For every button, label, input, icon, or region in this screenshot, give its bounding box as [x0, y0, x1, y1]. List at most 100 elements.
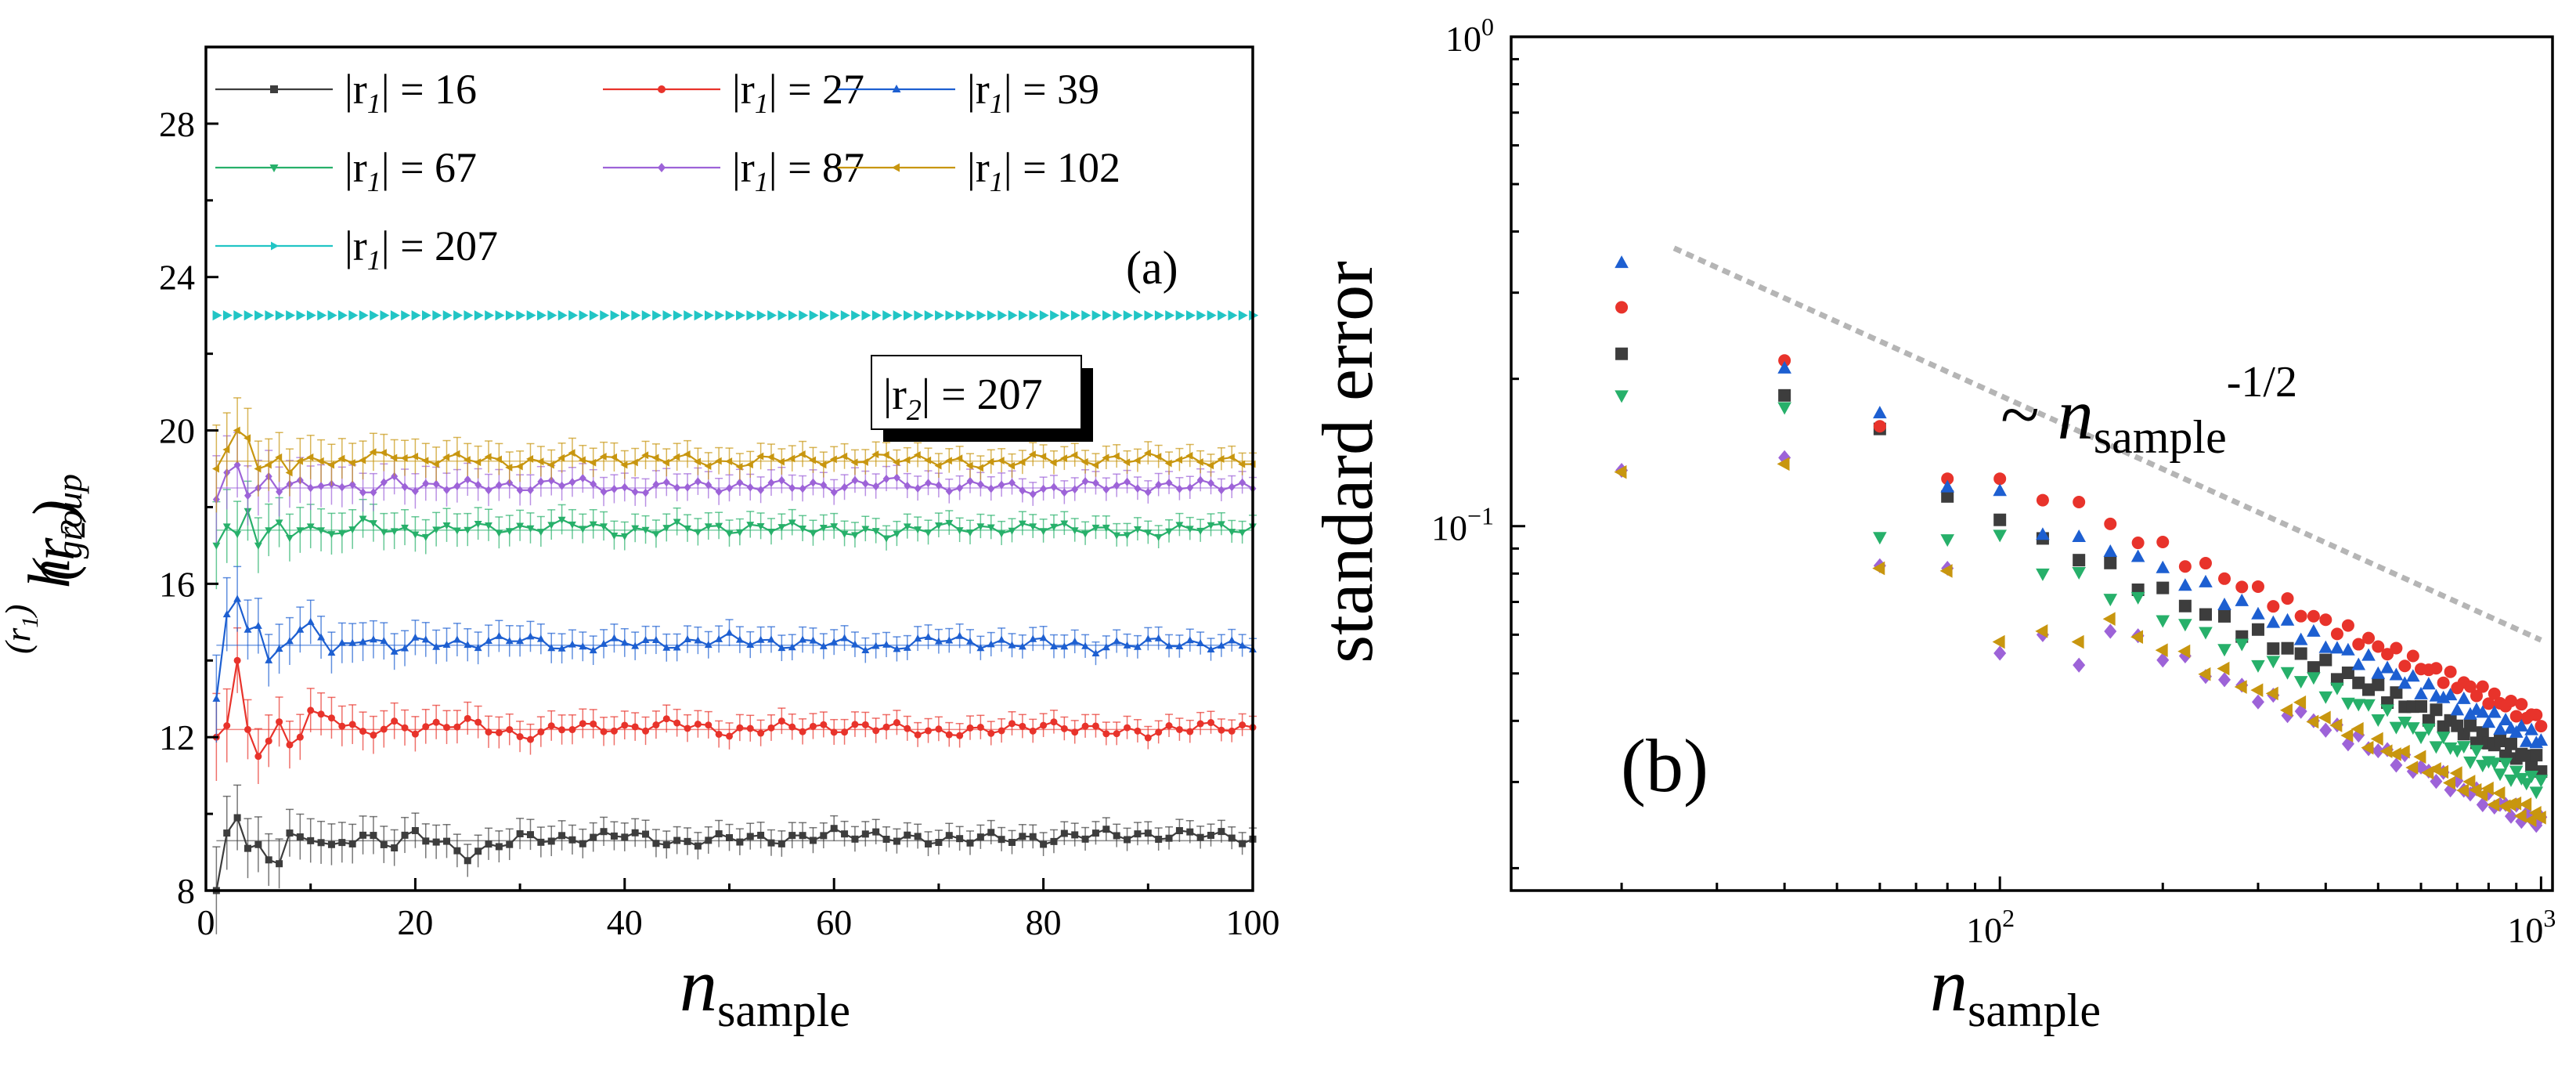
- data-point: [327, 461, 334, 469]
- data-point: [579, 474, 586, 482]
- data-point: [2073, 658, 2085, 673]
- data-point: [1873, 406, 1887, 418]
- data-point: [601, 487, 608, 496]
- data-point: [915, 732, 922, 739]
- data-point: [381, 841, 388, 848]
- panel-a-label: (a): [1126, 242, 1178, 294]
- legend-marker: [892, 164, 900, 172]
- data-point: [1039, 453, 1046, 461]
- series-line: [216, 599, 1253, 699]
- data-point: [904, 832, 911, 839]
- data-point: [987, 310, 997, 320]
- data-point: [558, 832, 565, 839]
- data-point: [2470, 745, 2484, 757]
- data-point: [1134, 310, 1143, 320]
- data-point: [297, 310, 306, 320]
- data-point: [2104, 518, 2116, 530]
- data-point: [1993, 635, 2005, 649]
- data-point: [1113, 832, 1120, 839]
- data-point: [1196, 528, 1204, 535]
- data-point: [1154, 453, 1161, 461]
- data-point: [265, 310, 274, 320]
- data-point: [777, 458, 785, 466]
- data-point: [453, 636, 461, 643]
- data-point: [925, 728, 932, 735]
- data-point: [1134, 830, 1141, 837]
- data-point: [516, 463, 523, 471]
- legend-item-207: |r1| = 207: [215, 222, 498, 276]
- data-point: [359, 310, 369, 320]
- data-point: [642, 831, 649, 838]
- legend-item-102: |r1| = 102: [838, 144, 1120, 197]
- data-point: [2390, 722, 2404, 735]
- data-point: [1124, 478, 1131, 486]
- data-point: [2252, 623, 2264, 636]
- data-point: [307, 706, 314, 714]
- data-point: [348, 310, 358, 320]
- data-point: [882, 310, 892, 320]
- data-point: [621, 833, 628, 840]
- data-point: [925, 633, 933, 640]
- data-point: [412, 310, 421, 320]
- data-point: [631, 310, 640, 320]
- data-point: [1207, 479, 1214, 487]
- data-point: [2072, 567, 2086, 580]
- y-tick-label: 10−1: [1431, 502, 1494, 548]
- data-point: [1777, 403, 1791, 415]
- figure: 0 20 40 60 80 10081216202428 |r1| = 16 |r1| = …: [0, 0, 2576, 1066]
- legend-label: |r1| = 39: [967, 66, 1099, 119]
- data-point: [851, 721, 858, 728]
- data-point: [370, 732, 377, 739]
- data-point: [2464, 720, 2477, 732]
- data-point: [883, 724, 890, 731]
- data-point: [2319, 723, 2332, 738]
- data-point: [757, 730, 764, 737]
- data-point: [767, 479, 774, 487]
- data-point: [1040, 528, 1048, 535]
- data-point: [652, 840, 659, 847]
- data-point: [1134, 728, 1141, 735]
- data-point: [2430, 662, 2442, 674]
- data-point: [611, 485, 618, 493]
- data-point: [485, 310, 494, 320]
- data-point: [663, 715, 670, 722]
- data-point: [1615, 301, 1628, 313]
- data-point: [2179, 600, 2192, 612]
- data-point: [1186, 636, 1194, 643]
- data-point: [788, 724, 796, 731]
- data-point: [1186, 483, 1193, 492]
- data-point: [276, 860, 283, 867]
- data-point: [359, 832, 366, 839]
- data-point: [2515, 698, 2527, 710]
- data-point: [1186, 310, 1196, 320]
- data-point: [820, 310, 829, 320]
- data-point: [810, 310, 819, 320]
- data-point: [1873, 532, 1887, 544]
- data-point: [716, 487, 723, 496]
- data-point: [684, 635, 691, 642]
- data-point: [2178, 578, 2192, 591]
- data-point: [1207, 719, 1214, 726]
- data-point: [945, 457, 952, 464]
- data-point: [1228, 454, 1235, 461]
- data-point: [1082, 723, 1089, 730]
- data-point: [568, 641, 576, 648]
- data-point: [568, 726, 575, 733]
- data-point: [212, 465, 219, 473]
- data-point: [1940, 534, 1954, 547]
- data-point: [1061, 725, 1068, 732]
- data-point: [1029, 310, 1038, 320]
- data-point: [862, 721, 869, 728]
- data-point: [1102, 486, 1109, 494]
- data-point: [977, 310, 987, 320]
- data-point: [348, 459, 355, 467]
- data-point: [485, 522, 492, 529]
- data-point: [412, 731, 419, 738]
- data-point: [1166, 835, 1173, 842]
- data-point: [841, 830, 848, 837]
- data-point: [1176, 485, 1183, 493]
- data-point: [527, 632, 535, 639]
- data-point: [747, 483, 754, 492]
- data-point: [632, 829, 639, 837]
